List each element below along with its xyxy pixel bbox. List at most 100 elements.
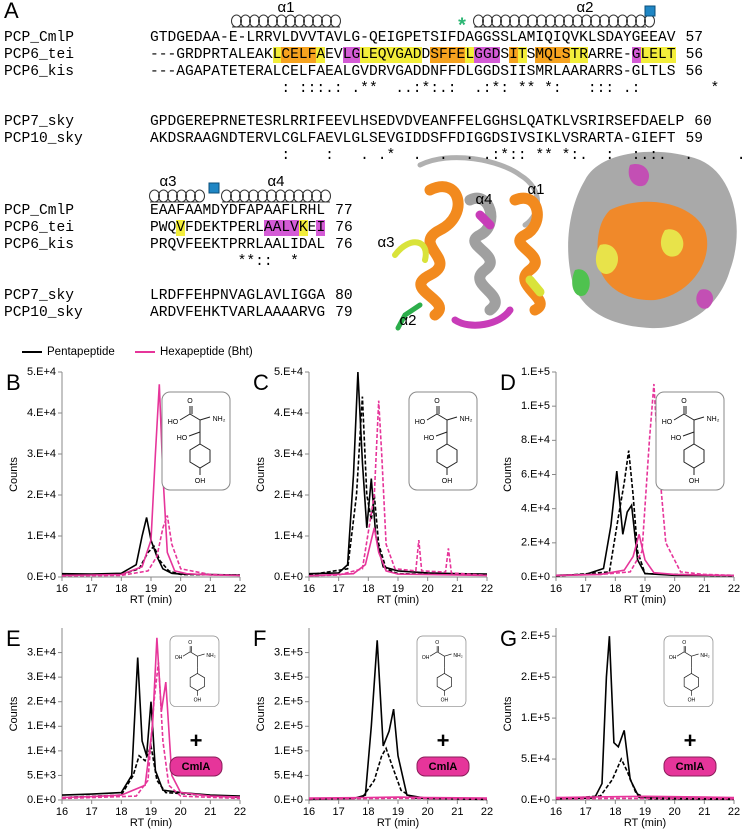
x-tick-label: 22 (234, 583, 246, 595)
panel-label: E (6, 626, 21, 651)
y-tick-label: 4.E+4 (274, 407, 303, 419)
bond (446, 416, 458, 421)
trace (555, 450, 735, 577)
x-tick-label: 22 (481, 583, 493, 595)
bond (199, 416, 211, 421)
alignment-block: PCP_CmlP GTDGEDAA-E-LRRVLDVVTAVLG-QEIGPET… (4, 30, 742, 98)
atom-label: OH (195, 478, 206, 485)
alignment-row: PCP6_kis PRQVFEEKTPRRLAALIDAL 76 (4, 237, 353, 254)
residue-segment: LELT (640, 47, 676, 63)
x-tick-label: 17 (86, 806, 98, 818)
alignment-row: PCP6_tei ---GRDPRTALEAKLCELFAEVLGLEQVGADD… (4, 47, 742, 64)
structure-inset: O OH NH₂ OH (663, 635, 714, 707)
residue-segment: L (465, 47, 475, 63)
residue-segment: AKDSRAAGNDTERVLCGLFAEVLGLSEVGIDDSFFDIGGD… (150, 131, 676, 147)
sequence-name: PCP6_kis (4, 64, 75, 80)
conservation: : : . .* . . . .:*:: ** *:. : :.:. . . (150, 148, 742, 164)
residue-segment: FDEKTPERL (185, 220, 264, 236)
atom-label: OH (194, 697, 202, 703)
bond (436, 651, 445, 657)
residue-segment: ARDVFEHKTVARLAAAARVG (150, 305, 326, 321)
atom-label: O (188, 640, 192, 646)
structure-inset: O OH NH₂ OH (169, 635, 220, 707)
structure-inset: O HO NH₂ HO OH (655, 391, 725, 491)
y-tick-label: 2.E+4 (274, 489, 303, 501)
ring (683, 673, 699, 692)
x-axis-title: RT (min) (377, 594, 419, 606)
sequence: GPDGEREPRNETESRLRRIFEEVLHSEDVDVEANFFELGG… (150, 114, 684, 131)
atom-label: OH (175, 655, 183, 661)
y-tick-label: 1.E+5 (274, 745, 303, 757)
x-tick-label: 17 (86, 583, 98, 595)
x-tick-label: 16 (303, 583, 315, 595)
bond (683, 413, 695, 421)
x-tick-label: 17 (580, 806, 592, 818)
y-tick-label: 0.E+0 (27, 571, 56, 583)
y-tick-label: 1.E+4 (27, 720, 56, 732)
protein-surface (568, 151, 737, 329)
spacer (4, 81, 150, 98)
y-tick-label: 4.E+4 (521, 503, 550, 515)
residue-count: 56 (685, 64, 703, 80)
bond (426, 413, 438, 421)
atom-label: OH (442, 478, 453, 485)
residue-segment: LEQVGAD (360, 47, 422, 63)
x-tick-label: 19 (392, 806, 404, 818)
y-tick-label: 0.E+0 (521, 794, 550, 806)
panel-label: D (500, 370, 516, 395)
residue-count: 80 (335, 288, 353, 304)
atom-label: HO (177, 435, 188, 442)
inset-frame (161, 391, 231, 491)
residue-segment: ARRE- (587, 47, 632, 63)
bond (673, 413, 685, 421)
y-tick-label: 3.E+4 (27, 671, 56, 683)
y-tick-label: 2.E+5 (521, 630, 550, 642)
panel-label: F (253, 626, 266, 651)
y-tick-label: 2.E+4 (521, 537, 550, 549)
legend-label: Pentapeptide (47, 346, 115, 358)
y-axis-title: Counts (8, 457, 20, 492)
conservation-row: : : . .* . . . .:*:: ** *:. : :.:. . . (4, 148, 742, 165)
x-axis-title: RT (min) (624, 817, 666, 829)
residue-count: 79 (335, 305, 353, 321)
sequence-name: PCP_CmlP (4, 203, 75, 219)
x-tick-label: 19 (145, 583, 157, 595)
bond (189, 651, 198, 657)
sequence-name: PCP6_tei (4, 47, 75, 63)
x-tick-label: 22 (728, 806, 740, 818)
y-tick-label: 0.E+0 (274, 794, 303, 806)
bond (435, 431, 448, 437)
residue-count: 56 (685, 47, 704, 63)
residue-segment: SFFE (430, 47, 466, 63)
atom-label: NH₂ (700, 653, 709, 659)
residue-count: 76 (335, 220, 353, 236)
sequence: EAAFAAMDYDFAPAAFLRHL (150, 203, 325, 220)
atom-label: NH₂ (206, 653, 215, 659)
panel-label: C (253, 370, 269, 395)
plus-sign: + (190, 728, 203, 753)
atom-label: OH (669, 655, 677, 661)
atom-label: NH₂ (460, 416, 473, 423)
alignment-row: PCP_CmlP EAAFAAMDYDFAPAAFLRHL 77 (4, 203, 353, 220)
residue-count: 76 (335, 237, 353, 253)
residue-segment: S (500, 47, 510, 63)
x-tick-label: 21 (204, 806, 216, 818)
trace (61, 515, 241, 577)
x-tick-label: 18 (362, 583, 374, 595)
y-tick-label: 5.E+3 (27, 769, 56, 781)
ring (189, 443, 211, 469)
structure-inset: O HO NH₂ HO OH (408, 391, 478, 491)
x-tick-label: 18 (609, 806, 621, 818)
sequence: PRQVFEEKTPRRLAALIDAL (150, 237, 325, 254)
y-axis-title: Counts (502, 457, 514, 492)
x-tick-label: 18 (362, 806, 374, 818)
y-tick-label: 1.E+5 (521, 366, 550, 378)
sequence-name: PCP_CmlP (4, 30, 75, 46)
y-tick-label: 0.E+0 (274, 571, 303, 583)
alignment-row: PCP6_tei PWQVFDEKTPERLAALVKEI 76 (4, 220, 353, 237)
residue-segment: ---AGAPATETERALCELFAEALGVDRVGADDNFFDLGGD… (150, 64, 676, 80)
x-tick-label: 21 (698, 583, 710, 595)
atom-label: OH (441, 697, 449, 703)
x-tick-label: 18 (609, 583, 621, 595)
residue-segment: D (421, 47, 431, 63)
